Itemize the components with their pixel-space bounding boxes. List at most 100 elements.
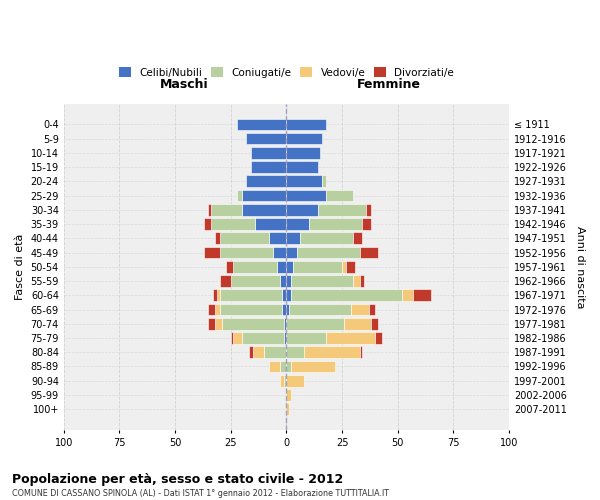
Bar xyxy=(326,332,376,344)
Bar xyxy=(326,190,353,202)
Bar xyxy=(286,318,344,330)
Bar xyxy=(367,204,371,216)
Bar xyxy=(215,232,220,244)
Bar xyxy=(253,346,264,358)
Legend: Celibi/Nubili, Coniugati/e, Vedovi/e, Divorziati/e: Celibi/Nubili, Coniugati/e, Vedovi/e, Di… xyxy=(115,63,458,82)
Bar xyxy=(282,290,286,301)
Bar xyxy=(286,232,300,244)
Bar xyxy=(286,133,322,144)
Bar xyxy=(269,360,280,372)
Bar xyxy=(220,275,231,287)
Bar xyxy=(220,246,273,258)
Bar xyxy=(298,246,360,258)
Bar xyxy=(286,261,293,272)
Bar xyxy=(251,147,286,158)
Bar xyxy=(213,290,217,301)
Text: Popolazione per età, sesso e stato civile - 2012: Popolazione per età, sesso e stato civil… xyxy=(12,472,343,486)
Bar xyxy=(284,332,286,344)
Bar xyxy=(308,218,362,230)
Bar xyxy=(264,346,286,358)
Bar xyxy=(248,346,253,358)
Bar xyxy=(286,360,291,372)
Bar xyxy=(226,261,233,272)
Text: Femmine: Femmine xyxy=(357,78,421,90)
Bar xyxy=(286,375,304,386)
Bar xyxy=(208,304,215,316)
Bar xyxy=(215,304,220,316)
Bar xyxy=(273,246,286,258)
Bar xyxy=(286,190,326,202)
Bar xyxy=(242,190,286,202)
Bar xyxy=(215,318,222,330)
Bar xyxy=(217,290,220,301)
Bar xyxy=(351,304,369,316)
Bar xyxy=(211,218,255,230)
Bar xyxy=(291,360,335,372)
Bar xyxy=(291,290,402,301)
Bar xyxy=(280,275,286,287)
Bar xyxy=(286,304,289,316)
Bar xyxy=(284,375,286,386)
Bar xyxy=(251,161,286,173)
Bar xyxy=(233,261,277,272)
Bar xyxy=(238,118,286,130)
Bar xyxy=(231,332,233,344)
Bar xyxy=(220,304,282,316)
Bar xyxy=(353,232,362,244)
Bar xyxy=(300,232,353,244)
Bar xyxy=(344,318,371,330)
Bar xyxy=(269,232,286,244)
Bar xyxy=(204,246,220,258)
Bar xyxy=(360,346,362,358)
Bar xyxy=(246,176,286,187)
Bar xyxy=(376,332,382,344)
Bar xyxy=(231,275,280,287)
Bar xyxy=(211,204,242,216)
Bar xyxy=(255,218,286,230)
Bar xyxy=(353,275,360,287)
Bar xyxy=(293,261,342,272)
Bar xyxy=(369,304,376,316)
Bar xyxy=(286,404,289,415)
Bar xyxy=(220,232,269,244)
Y-axis label: Fasce di età: Fasce di età xyxy=(15,234,25,300)
Bar xyxy=(291,275,353,287)
Bar xyxy=(222,318,284,330)
Bar xyxy=(246,133,286,144)
Bar xyxy=(362,218,371,230)
Bar xyxy=(208,204,211,216)
Bar xyxy=(242,204,286,216)
Bar xyxy=(277,261,286,272)
Bar xyxy=(242,332,284,344)
Bar xyxy=(286,346,304,358)
Bar xyxy=(208,318,215,330)
Bar xyxy=(286,204,317,216)
Bar xyxy=(402,290,413,301)
Bar xyxy=(238,190,242,202)
Bar xyxy=(286,147,320,158)
Text: Maschi: Maschi xyxy=(160,78,208,90)
Bar xyxy=(286,176,322,187)
Bar xyxy=(286,290,291,301)
Bar xyxy=(280,360,286,372)
Bar xyxy=(286,389,291,401)
Bar xyxy=(346,261,355,272)
Bar xyxy=(360,246,377,258)
Bar xyxy=(286,161,317,173)
Text: COMUNE DI CASSANO SPINOLA (AL) - Dati ISTAT 1° gennaio 2012 - Elaborazione TUTTI: COMUNE DI CASSANO SPINOLA (AL) - Dati IS… xyxy=(12,489,389,498)
Bar xyxy=(220,290,282,301)
Bar xyxy=(371,318,377,330)
Bar xyxy=(282,304,286,316)
Bar xyxy=(317,204,367,216)
Bar xyxy=(286,246,298,258)
Bar xyxy=(286,118,326,130)
Bar xyxy=(322,176,326,187)
Bar xyxy=(280,375,284,386)
Bar xyxy=(233,332,242,344)
Bar xyxy=(289,304,351,316)
Bar xyxy=(413,290,431,301)
Bar xyxy=(286,332,326,344)
Bar xyxy=(304,346,360,358)
Bar xyxy=(286,275,291,287)
Bar xyxy=(286,218,308,230)
